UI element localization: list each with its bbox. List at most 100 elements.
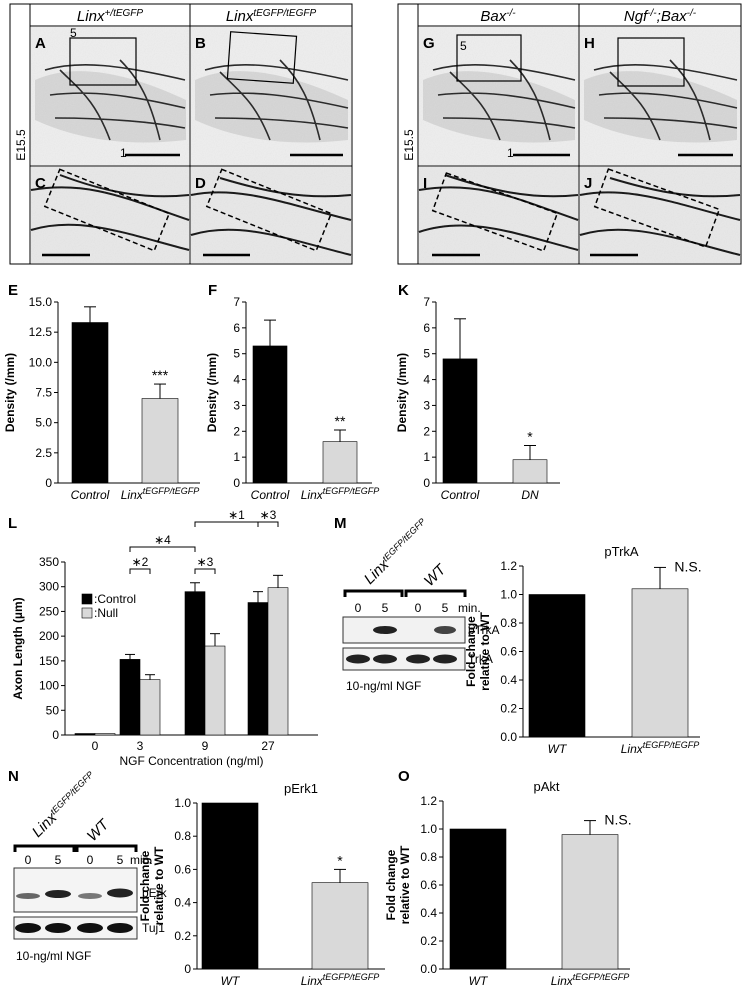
panel-label-O: O xyxy=(398,768,410,785)
panel-label-D: D xyxy=(195,175,206,192)
genotype-ngf-bax: Ngf-/-;Bax-/- xyxy=(624,8,697,26)
significance-bracket xyxy=(194,568,216,574)
y-axis-label: Density (/mm) xyxy=(395,353,409,432)
y-tick-label: 4 xyxy=(423,373,430,387)
stage-label-right: E15.5 xyxy=(402,129,416,161)
bar xyxy=(204,645,226,736)
y-axis-label: relative to WT xyxy=(152,846,166,925)
category-label: LinxtEGFP/tEGFP xyxy=(551,972,630,988)
y-tick-label: 5.0 xyxy=(35,416,52,430)
y-tick-label: 1.0 xyxy=(420,822,437,836)
y-tick-label: 200 xyxy=(39,629,59,643)
y-axis-label: relative to WT xyxy=(398,845,412,924)
blot-m-band-1: pTrkA xyxy=(468,623,500,637)
chart-O: 0.0 0.2 0.4 0.6 0.8 1.0 1.2 Fold change relative… xyxy=(384,779,632,988)
genotype-linx-het: Linx+/tEGFP xyxy=(77,8,143,26)
category-label: Control xyxy=(251,488,290,502)
x-tick-label: 27 xyxy=(261,739,275,753)
significance-marker: N.S. xyxy=(674,558,701,574)
x-axis-label: NGF Concentration (ng/ml) xyxy=(119,754,263,768)
y-tick-label: 50 xyxy=(46,703,60,717)
y-axis-label: Density (/mm) xyxy=(3,353,17,432)
panel-label-N: N xyxy=(8,768,19,785)
y-tick-label: 15.0 xyxy=(29,295,53,309)
bar xyxy=(252,345,288,484)
bar xyxy=(139,679,161,736)
y-tick-label: 3 xyxy=(423,398,430,412)
micrograph-I xyxy=(418,167,579,263)
chart-title: pAkt xyxy=(533,779,559,794)
bar xyxy=(141,398,179,484)
y-axis-label: Axon Length (µm) xyxy=(11,597,25,699)
bar xyxy=(311,882,369,970)
micrograph-G xyxy=(419,27,578,165)
y-tick-label: 150 xyxy=(39,654,59,668)
panel-label-L: L xyxy=(8,515,17,532)
x-tick-label: 3 xyxy=(137,739,144,753)
micrograph-H xyxy=(580,27,740,165)
digit-label-5-left: 5 xyxy=(70,26,77,40)
y-tick-label: 1.2 xyxy=(500,559,517,573)
chart-N: 0 0.2 0.4 0.6 0.8 1.0 Fold change relative to W… xyxy=(138,781,385,988)
chart-K: 0 1 2 3 4 5 6 7 Density (/mm) Control * DN xyxy=(395,295,560,502)
bar xyxy=(119,659,141,736)
significance-bracket xyxy=(129,568,151,574)
bar xyxy=(442,358,478,484)
blot-n-lane-1: 0 xyxy=(25,853,32,867)
y-tick-label: 0.0 xyxy=(420,962,437,976)
panel-label-I: I xyxy=(423,175,427,192)
category-label: LinxtEGFP/tEGFP xyxy=(621,740,700,756)
category-label: WT xyxy=(548,742,568,756)
y-tick-label: 0.4 xyxy=(420,906,437,920)
y-axis-label: Fold change xyxy=(464,616,478,687)
y-tick-label: 5 xyxy=(233,347,240,361)
y-tick-label: 7.5 xyxy=(35,386,52,400)
bar xyxy=(631,588,689,738)
y-tick-label: 0.0 xyxy=(500,730,517,744)
micrograph-block-right: Bax-/- Ngf-/-;Bax-/- E15.5 xyxy=(397,3,742,265)
blot-n-band-1: pErk xyxy=(142,886,168,900)
digit-label-5-right: 5 xyxy=(460,39,467,53)
x-tick-label: 0 xyxy=(92,739,99,753)
panel-label-G: G xyxy=(423,35,435,52)
blot-n-band-2: Tuj1 xyxy=(142,921,165,935)
bar xyxy=(184,591,206,736)
chart-M: 0.0 0.2 0.4 0.6 0.8 1.0 1.2 Fold change relative… xyxy=(464,544,702,756)
y-tick-label: 0.8 xyxy=(174,829,191,843)
bar xyxy=(561,834,619,970)
y-tick-label: 0 xyxy=(45,476,52,490)
stage-label-left: E15.5 xyxy=(14,129,28,161)
x-tick-label: 9 xyxy=(202,739,209,753)
y-axis-label: Density (/mm) xyxy=(205,353,219,432)
y-tick-label: 0.4 xyxy=(500,673,517,687)
y-tick-label: 0.8 xyxy=(420,850,437,864)
category-label: WT xyxy=(469,974,489,988)
y-tick-label: 0 xyxy=(52,728,59,742)
y-tick-label: 0 xyxy=(184,962,191,976)
blot-m-lane-2: 5 xyxy=(382,601,389,615)
panel-label-M: M xyxy=(334,515,347,532)
y-tick-label: 1.0 xyxy=(500,588,517,602)
micrograph-block-left: Linx+/tEGFP LinxtEGFP/tEGFP E15.5 xyxy=(9,3,353,265)
y-tick-label: 7 xyxy=(233,295,240,309)
panel-label-A: A xyxy=(35,35,46,52)
y-tick-label: 0 xyxy=(233,476,240,490)
blot-n-lane-2: 5 xyxy=(55,853,62,867)
legend-swatch xyxy=(81,607,93,619)
y-tick-label: 0.6 xyxy=(174,862,191,876)
blot-n-unit: min. xyxy=(130,853,153,867)
y-tick-label: 2 xyxy=(423,424,430,438)
y-tick-label: 350 xyxy=(39,555,59,569)
blot-m-lane-3: 0 xyxy=(415,601,422,615)
y-tick-label: 2.5 xyxy=(35,446,52,460)
micrograph-A xyxy=(31,27,189,165)
y-axis-label: relative to WT xyxy=(478,611,492,690)
bracket-label: ∗3 xyxy=(260,508,277,522)
genotype-linx-null: LinxtEGFP/tEGFP xyxy=(226,8,317,26)
significance-marker: * xyxy=(337,852,343,868)
y-tick-label: 3 xyxy=(233,398,240,412)
y-tick-label: 100 xyxy=(39,679,59,693)
digit-label-1-right: 1 xyxy=(507,146,514,160)
y-tick-label: 0 xyxy=(423,476,430,490)
y-tick-label: 300 xyxy=(39,580,59,594)
